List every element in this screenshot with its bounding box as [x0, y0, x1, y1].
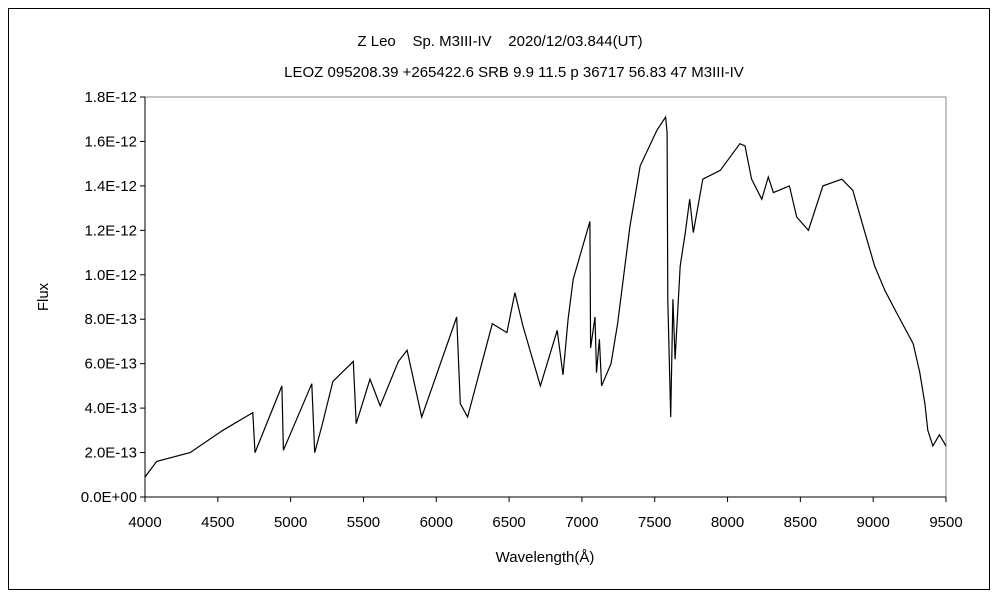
x-tick-label: 4500 [201, 514, 234, 531]
x-tick-label: 6500 [492, 514, 525, 531]
chart-subtitle: LEOZ 095208.39 +265422.6 SRB 9.9 11.5 p … [284, 64, 744, 81]
chart-title: Z Leo Sp. M3III-IV 2020/12/03.844(UT) [357, 33, 642, 50]
y-tick-label: 1.0E-12 [84, 267, 137, 284]
x-tick-label: 5000 [274, 514, 307, 531]
y-tick-label: 0.0E+00 [81, 489, 137, 506]
x-tick-label: 6000 [420, 514, 453, 531]
y-tick-label: 1.4E-12 [84, 178, 137, 195]
y-tick-label: 8.0E-13 [84, 311, 137, 328]
y-tick-label: 2.0E-13 [84, 445, 137, 462]
x-axis-label: Wavelength(Å) [496, 549, 595, 566]
x-tick-label: 9000 [856, 514, 889, 531]
series-line [144, 115, 947, 478]
y-tick-label: 1.6E-12 [84, 133, 137, 150]
x-tick-label: 8000 [711, 514, 744, 531]
y-axis-label: Flux [35, 282, 52, 311]
y-tick-label: 6.0E-13 [84, 356, 137, 373]
y-tick-label: 4.0E-13 [84, 400, 137, 417]
x-tick-label: 7000 [565, 514, 598, 531]
y-tick-label: 1.8E-12 [84, 89, 137, 106]
chart-frame [8, 8, 990, 590]
x-tick-label: 8500 [784, 514, 817, 531]
plot-area [144, 96, 947, 498]
x-tick-label: 9500 [929, 514, 962, 531]
x-tick-label: 4000 [128, 514, 161, 531]
x-tick-label: 5500 [347, 514, 380, 531]
y-tick-label: 1.2E-12 [84, 222, 137, 239]
x-tick-label: 7500 [638, 514, 671, 531]
